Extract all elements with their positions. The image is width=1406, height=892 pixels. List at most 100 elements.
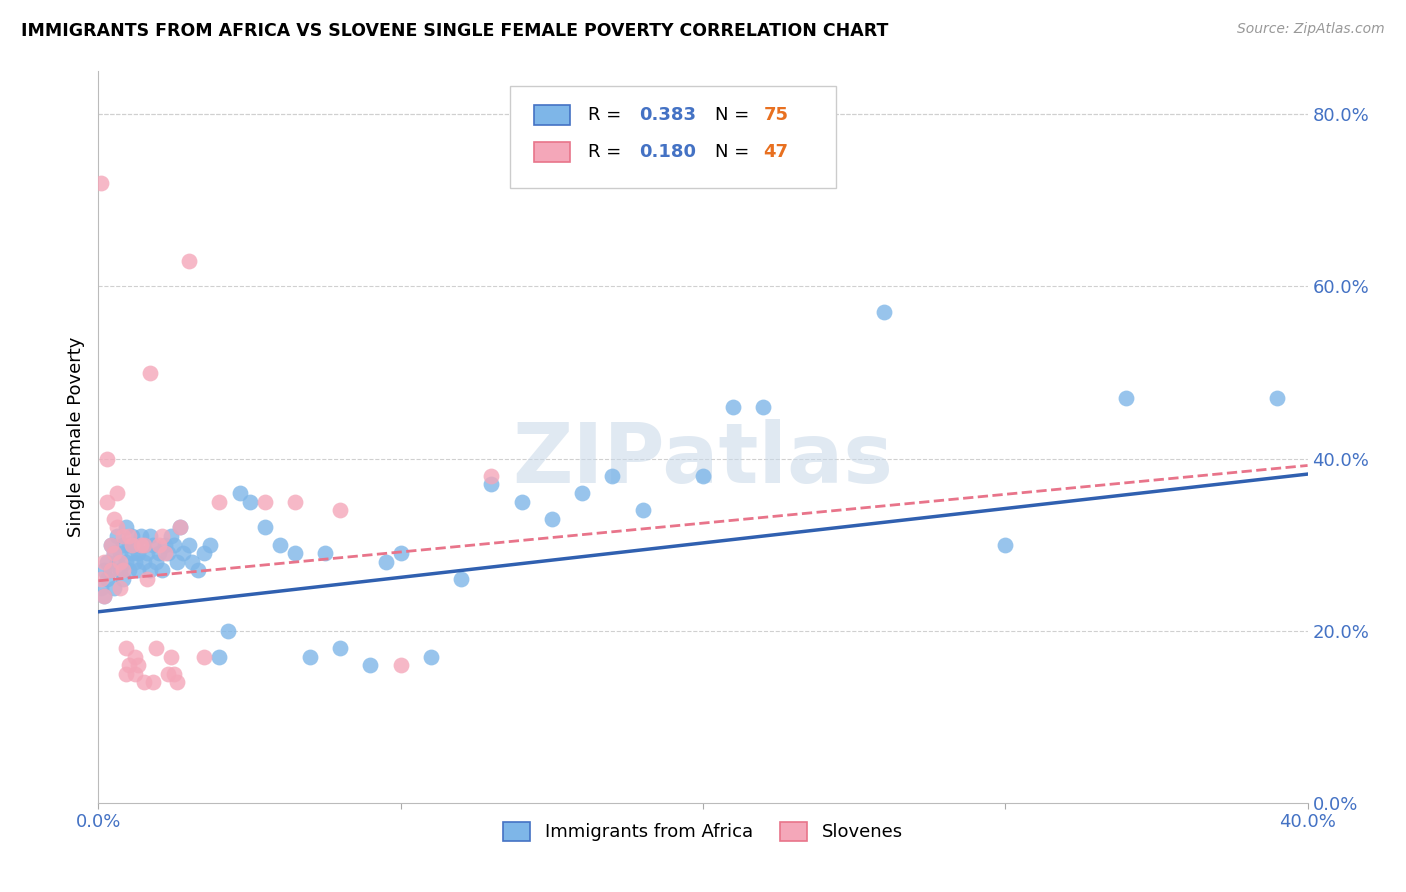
Point: [193, 546, 215, 560]
Point: [481, 477, 503, 491]
FancyBboxPatch shape: [509, 86, 837, 188]
Point: [111, 572, 134, 586]
Point: [156, 666, 179, 681]
Point: [160, 529, 183, 543]
FancyBboxPatch shape: [534, 142, 569, 162]
Point: [127, 658, 149, 673]
Point: [169, 520, 191, 534]
Point: [121, 538, 143, 552]
Point: [121, 546, 143, 560]
Point: [105, 486, 128, 500]
Point: [229, 486, 252, 500]
Point: [200, 538, 222, 552]
Point: [139, 366, 162, 380]
Point: [132, 555, 155, 569]
Point: [153, 538, 176, 552]
Point: [108, 555, 131, 569]
Point: [752, 400, 775, 414]
Point: [145, 555, 167, 569]
Point: [150, 564, 173, 578]
Point: [108, 564, 131, 578]
Point: [602, 468, 624, 483]
Point: [111, 529, 134, 543]
Point: [163, 666, 186, 681]
Point: [93, 589, 115, 603]
Point: [93, 589, 115, 603]
Point: [217, 624, 239, 638]
Text: R =: R =: [588, 106, 627, 124]
Point: [284, 494, 307, 508]
Point: [145, 640, 167, 655]
Point: [132, 675, 155, 690]
Point: [150, 529, 173, 543]
Point: [723, 400, 745, 414]
Point: [124, 538, 146, 552]
Point: [111, 538, 134, 552]
Point: [118, 538, 141, 552]
Point: [105, 520, 128, 534]
Point: [166, 555, 188, 569]
Point: [160, 649, 183, 664]
Point: [132, 538, 155, 552]
Point: [148, 538, 170, 552]
Point: [100, 538, 122, 552]
Point: [179, 253, 201, 268]
Text: R =: R =: [588, 143, 627, 161]
Point: [142, 538, 165, 552]
Point: [389, 658, 412, 673]
Point: [540, 512, 562, 526]
Point: [631, 503, 654, 517]
Point: [100, 564, 122, 578]
Point: [103, 581, 125, 595]
Point: [96, 494, 118, 508]
Point: [114, 640, 136, 655]
Point: [253, 494, 276, 508]
Point: [314, 546, 336, 560]
Point: [96, 555, 118, 569]
Point: [193, 649, 215, 664]
Point: [142, 675, 165, 690]
Point: [118, 529, 141, 543]
Point: [93, 555, 115, 569]
Point: [93, 564, 115, 578]
Point: [96, 572, 118, 586]
Text: 75: 75: [763, 106, 789, 124]
Point: [124, 666, 146, 681]
Text: N =: N =: [716, 106, 755, 124]
Point: [129, 529, 152, 543]
Text: Source: ZipAtlas.com: Source: ZipAtlas.com: [1237, 22, 1385, 37]
Point: [284, 546, 307, 560]
Point: [90, 176, 112, 190]
Point: [127, 564, 149, 578]
Point: [90, 572, 112, 586]
Point: [103, 546, 125, 560]
Point: [360, 658, 382, 673]
Point: [692, 468, 714, 483]
Point: [181, 555, 204, 569]
Point: [108, 546, 131, 560]
Point: [239, 494, 262, 508]
Point: [105, 555, 128, 569]
Point: [90, 581, 112, 595]
Point: [172, 546, 194, 560]
Point: [1115, 392, 1137, 406]
Point: [135, 546, 157, 560]
Point: [481, 468, 503, 483]
Point: [96, 451, 118, 466]
Point: [139, 564, 162, 578]
Point: [374, 555, 396, 569]
Point: [139, 529, 162, 543]
Point: [208, 494, 231, 508]
Point: [329, 503, 352, 517]
Point: [329, 640, 352, 655]
Point: [135, 572, 157, 586]
Point: [153, 546, 176, 560]
Point: [208, 649, 231, 664]
Point: [299, 649, 322, 664]
Point: [103, 546, 125, 560]
Text: 0.383: 0.383: [638, 106, 696, 124]
Point: [114, 555, 136, 569]
FancyBboxPatch shape: [534, 105, 569, 126]
Point: [571, 486, 593, 500]
Point: [510, 494, 533, 508]
